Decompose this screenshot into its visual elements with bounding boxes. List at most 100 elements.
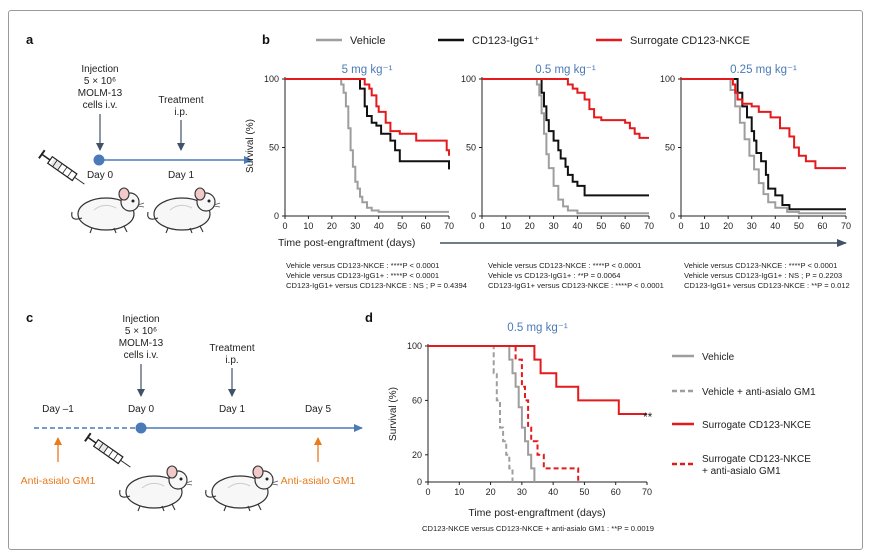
x-tick-label: 40	[572, 221, 582, 231]
series-surrogate-cd123-nkce	[428, 345, 647, 415]
c-mouse-icon	[205, 465, 279, 512]
dose-label: 0.5 mg kg⁻¹	[535, 64, 596, 76]
legend-d-vehicle-label: Vehicle	[702, 352, 735, 363]
series-surrogate-cd123-nkce-anti-asialo-gm1	[428, 345, 580, 482]
stats-0-5mg-2: Vehicle vs CD123-IgG1+ : **P = 0.0064	[488, 271, 620, 280]
series-surrogate-cd123-nkce	[482, 78, 649, 139]
c-day5-label: Day 5	[305, 404, 332, 415]
dose-label: 0.5 mg kg⁻¹	[507, 322, 568, 334]
x-tick-label: 70	[841, 221, 851, 231]
x-tick-label: 0	[425, 487, 430, 497]
legend-d-nkce-gm1-label-2: + anti-asialo GM1	[702, 466, 781, 477]
series-vehicle	[482, 78, 649, 215]
legend-igg1-label: CD123-IgG1⁺	[472, 35, 540, 47]
x-tick-label: 70	[444, 221, 454, 231]
x-tick-label: 30	[747, 221, 757, 231]
x-tick-label: 10	[454, 487, 464, 497]
injection-line-2: 5 × 10⁶	[84, 76, 116, 87]
stats-5mg-3: CD123-IgG1+ versus CD123-NKCE : NS ; P =…	[286, 281, 467, 290]
significance-marker: **	[643, 410, 653, 424]
anti-asialo-label-left: Anti-asialo GM1	[21, 475, 96, 487]
x-tick-label: 0	[479, 221, 484, 231]
x-tick-label: 30	[549, 221, 559, 231]
panel-d-stat: CD123-NKCE versus CD123-NKCE + anti-asia…	[422, 524, 654, 533]
plot-0-25mg: 0.25 mg kg⁻¹ 0 10 20 30 40 50 60 70 0 50 100	[660, 64, 851, 231]
x-tick-label: 50	[596, 221, 606, 231]
x-tick-label: 20	[486, 487, 496, 497]
legend-d-nkce-label: Surrogate CD123-NKCE	[702, 420, 811, 431]
c-day1-label: Day 1	[219, 404, 246, 415]
injection-line-4: cells i.v.	[83, 100, 118, 111]
y-tick-label: 100	[461, 74, 476, 84]
x-tick-label: 40	[548, 487, 558, 497]
c-injection-line-2: 5 × 10⁶	[125, 326, 157, 337]
c-day0-label: Day 0	[128, 404, 155, 415]
x-tick-label: 20	[525, 221, 535, 231]
injection-line-3: MOLM-13	[78, 88, 123, 99]
panel-a-injection-label: Injection 5 × 10⁶ MOLM-13 cells i.v.	[78, 64, 123, 111]
x-tick-label: 30	[517, 487, 527, 497]
legend-nkce-label: Surrogate CD123-NKCE	[630, 35, 750, 47]
anti-asialo-label-right: Anti-asialo GM1	[281, 475, 356, 487]
stats-5mg-2: Vehicle versus CD123-IgG1+ : ****P < 0.0…	[286, 271, 439, 280]
stats-0-5mg-1: Vehicle versus CD123-NKCE : ****P < 0.00…	[488, 261, 641, 270]
mouse-icon	[71, 187, 145, 234]
legend-b: Vehicle CD123-IgG1⁺ Surrogate CD123-NKCE	[316, 35, 750, 47]
y-tick-label: 50	[269, 143, 279, 153]
mouse-icon	[147, 187, 221, 234]
series-vehicle-anti-asialo-gm1	[428, 345, 514, 482]
stats-0-25mg-3: CD123-IgG1+ versus CD123-NKCE : **P = 0.…	[684, 281, 850, 290]
x-tick-label: 30	[350, 221, 360, 231]
c-injection-line-3: MOLM-13	[119, 338, 164, 349]
c-treatment-label: Treatment	[209, 343, 254, 354]
figure-frame	[8, 10, 863, 550]
y-tick-label: 20	[412, 450, 422, 460]
legend-d-nkce-gm1-label-1: Surrogate CD123-NKCE	[702, 454, 811, 465]
series-cd123-igg1	[681, 78, 846, 211]
x-tick-label: 40	[770, 221, 780, 231]
dose-label: 5 mg kg⁻¹	[342, 64, 393, 76]
panel-d-xlabel: Time post-engraftment (days)	[468, 507, 605, 519]
legend-d: Vehicle Vehicle + anti-asialo GM1 Surrog…	[672, 352, 816, 477]
stats-0-25mg-1: Vehicle versus CD123-NKCE : ****P < 0.00…	[684, 261, 837, 270]
legend-vehicle-label: Vehicle	[350, 35, 385, 47]
treatment-label: Treatment	[158, 95, 203, 106]
x-tick-label: 40	[374, 221, 384, 231]
stats-0-25mg-2: Vehicle versus CD123-IgG1+ : NS ; P = 0.…	[684, 271, 842, 280]
panel-d-ylabel: Survival (%)	[388, 387, 399, 441]
x-tick-label: 50	[794, 221, 804, 231]
day-minus1-label: Day –1	[42, 404, 74, 415]
y-tick-label: 0	[417, 477, 422, 487]
day1-label: Day 1	[168, 170, 195, 181]
c-syringe-icon	[83, 432, 135, 473]
y-tick-label: 0	[274, 211, 279, 221]
x-tick-label: 10	[700, 221, 710, 231]
panel-label-d: d	[365, 310, 373, 325]
injection-line-1: Injection	[81, 64, 118, 75]
c-treatment-route: i.p.	[225, 355, 238, 366]
dose-label: 0.25 mg kg⁻¹	[730, 64, 797, 76]
x-tick-label: 10	[501, 221, 511, 231]
plot-d: 0.5 mg kg⁻¹ 0 10 20 30 40 50 60 70 0 20 60 100	[407, 322, 652, 497]
y-tick-label: 100	[407, 341, 422, 351]
x-tick-label: 50	[579, 487, 589, 497]
plot-5mg: 5 mg kg⁻¹ 0 10 20 30 40 50 60 70 0 50 100	[264, 64, 454, 231]
y-tick-label: 100	[660, 74, 675, 84]
x-tick-label: 20	[327, 221, 337, 231]
panel-label-c: c	[26, 310, 33, 325]
x-tick-label: 60	[421, 221, 431, 231]
panel-c-injection-label: Injection 5 × 10⁶ MOLM-13 cells i.v.	[119, 314, 164, 361]
y-tick-label: 100	[264, 74, 279, 84]
panel-b-ylabel: Survival (%)	[245, 119, 256, 173]
y-tick-label: 60	[412, 395, 422, 405]
series-vehicle	[428, 345, 536, 482]
plot-0-5mg: 0.5 mg kg⁻¹ 0 10 20 30 40 50 60 70 0 50 100	[461, 64, 654, 231]
series-surrogate-cd123-nkce	[285, 78, 450, 156]
x-tick-label: 60	[817, 221, 827, 231]
x-tick-label: 60	[611, 487, 621, 497]
y-tick-label: 0	[670, 211, 675, 221]
c-injection-line-4: cells i.v.	[124, 350, 159, 361]
series-vehicle	[285, 78, 449, 213]
day0-marker	[93, 154, 105, 166]
